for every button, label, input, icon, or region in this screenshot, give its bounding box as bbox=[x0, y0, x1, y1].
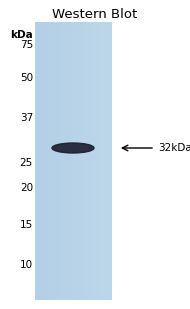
Text: Western Blot: Western Blot bbox=[52, 8, 138, 21]
Text: kDa: kDa bbox=[10, 30, 33, 40]
Text: 25: 25 bbox=[20, 158, 33, 168]
Text: 10: 10 bbox=[20, 260, 33, 270]
Text: 75: 75 bbox=[20, 40, 33, 50]
Text: 37: 37 bbox=[20, 113, 33, 123]
Text: 15: 15 bbox=[20, 220, 33, 230]
Ellipse shape bbox=[52, 143, 94, 153]
Text: 50: 50 bbox=[20, 73, 33, 83]
Text: 20: 20 bbox=[20, 183, 33, 193]
Text: 32kDa: 32kDa bbox=[158, 143, 190, 153]
